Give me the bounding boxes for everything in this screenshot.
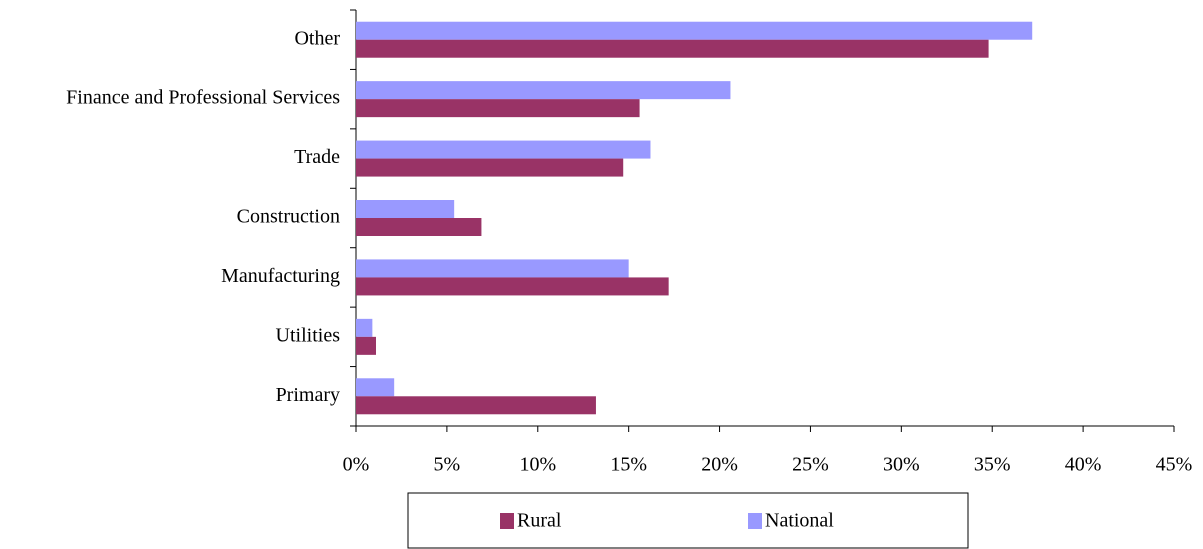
- bar: [356, 140, 651, 159]
- y-tick-label: Trade: [294, 146, 340, 168]
- legend-swatch: [748, 513, 762, 529]
- bar: [356, 336, 376, 355]
- x-tick-label: 15%: [610, 454, 647, 476]
- bar: [356, 396, 596, 415]
- x-tick-label: 5%: [434, 454, 461, 476]
- legend-swatch: [500, 513, 514, 529]
- bar: [356, 259, 629, 278]
- y-tick-label: Other: [294, 27, 340, 49]
- bar: [356, 99, 640, 118]
- legend-label: National: [765, 510, 834, 532]
- y-tick-label: Manufacturing: [221, 265, 340, 287]
- y-tick-label: Utilities: [276, 324, 341, 346]
- x-tick-label: 25%: [792, 454, 829, 476]
- x-tick-label: 40%: [1065, 454, 1102, 476]
- legend-box: [407, 492, 969, 549]
- y-tick-label: Finance and Professional Services: [66, 87, 340, 109]
- x-tick-label: 35%: [974, 454, 1011, 476]
- bar: [356, 81, 731, 100]
- bar: [356, 277, 669, 296]
- y-tick-label: Construction: [237, 206, 340, 228]
- x-tick-label: 10%: [519, 454, 556, 476]
- y-tick-label: Primary: [276, 384, 340, 406]
- bar: [356, 200, 455, 218]
- x-tick-label: 20%: [701, 454, 738, 476]
- bar: [356, 39, 989, 58]
- bar: [356, 218, 482, 236]
- x-tick-label: 0%: [343, 454, 370, 476]
- bar: [356, 21, 1033, 40]
- legend-label: Rural: [517, 510, 562, 532]
- x-tick-label: 45%: [1156, 454, 1193, 476]
- bar: [356, 378, 395, 397]
- bar: [356, 158, 624, 177]
- x-tick-label: 30%: [883, 454, 920, 476]
- bar: [356, 318, 373, 337]
